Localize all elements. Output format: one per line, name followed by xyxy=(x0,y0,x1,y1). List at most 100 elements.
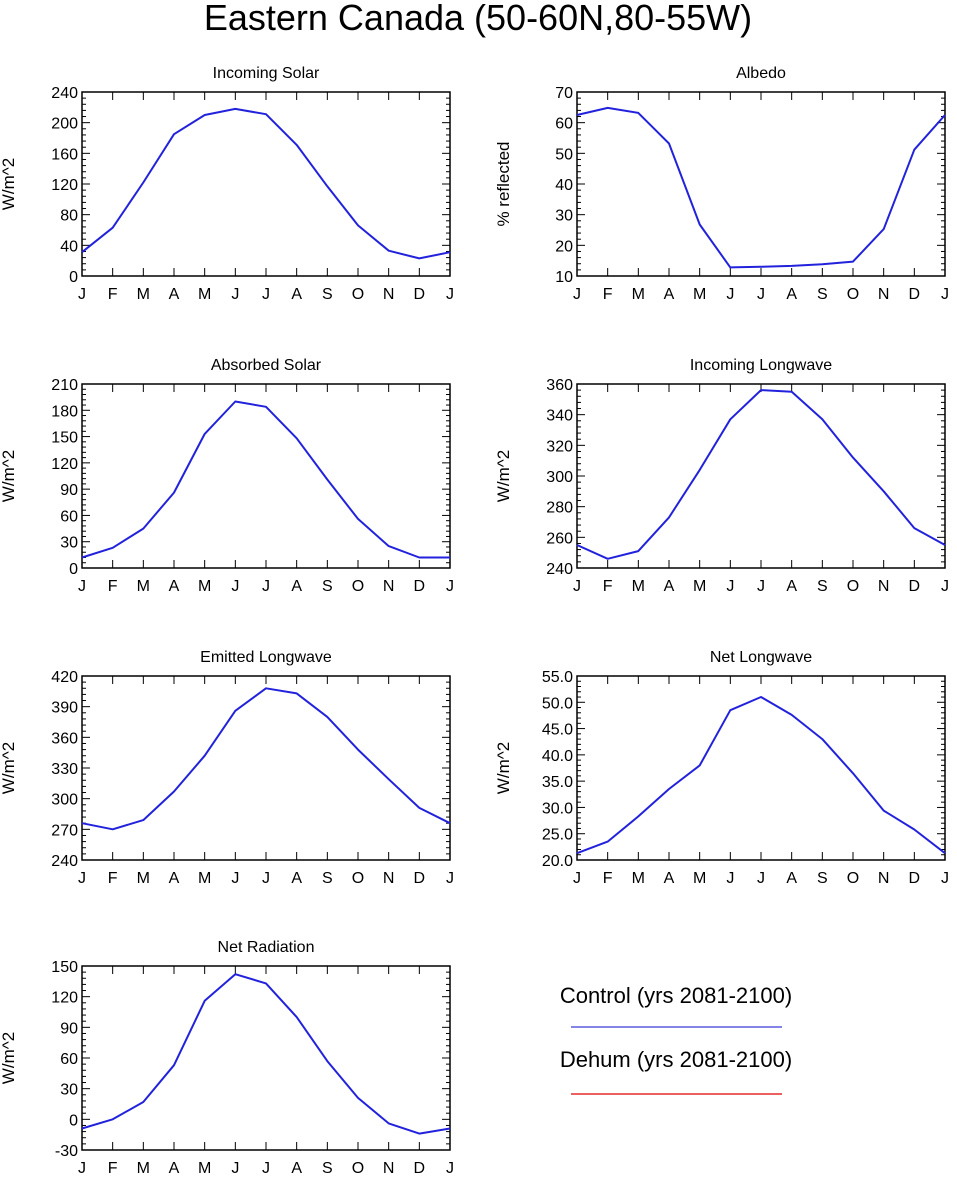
x-tick-label: M xyxy=(198,578,211,595)
x-tick-label: M xyxy=(693,870,706,887)
y-axis-label: W/m^2 xyxy=(0,158,18,210)
legend-label-control: Control (yrs 2081-2100) xyxy=(560,983,792,1008)
y-tick-label: 420 xyxy=(51,669,78,686)
x-tick-label: N xyxy=(383,870,395,887)
x-tick-label: M xyxy=(137,578,150,595)
x-tick-label: O xyxy=(352,286,364,303)
x-tick-label: N xyxy=(878,870,890,887)
x-tick-label: J xyxy=(573,870,581,887)
x-tick-label: A xyxy=(169,286,180,303)
y-tick-label: 360 xyxy=(51,730,78,747)
y-tick-label: 30 xyxy=(555,208,573,225)
y-tick-label: 390 xyxy=(51,700,78,717)
y-tick-label: 10 xyxy=(555,269,573,286)
x-tick-label: M xyxy=(137,870,150,887)
panel-title: Net Radiation xyxy=(218,939,315,956)
x-tick-label: M xyxy=(137,1160,150,1177)
y-tick-label: 330 xyxy=(51,761,78,778)
y-tick-label: 240 xyxy=(51,853,78,870)
x-tick-label: D xyxy=(414,1160,426,1177)
x-tick-label: J xyxy=(757,286,765,303)
panel-title: Incoming Solar xyxy=(213,65,320,82)
y-axis-label: % reflected xyxy=(494,141,513,226)
y-tick-label: 300 xyxy=(546,469,573,486)
y-tick-label: 25.0 xyxy=(542,827,573,844)
x-tick-label: F xyxy=(603,286,613,303)
x-tick-label: J xyxy=(262,870,270,887)
x-tick-label: A xyxy=(291,286,302,303)
x-tick-label: M xyxy=(198,870,211,887)
y-axis-label: W/m^2 xyxy=(0,450,18,502)
y-tick-label: 320 xyxy=(546,438,573,455)
y-tick-label: 40 xyxy=(555,177,573,194)
x-tick-label: N xyxy=(383,286,395,303)
x-tick-label: J xyxy=(446,286,454,303)
y-axis-label: W/m^2 xyxy=(494,450,513,502)
figure-title: Eastern Canada (50-60N,80-55W) xyxy=(204,0,752,38)
x-tick-label: S xyxy=(322,870,333,887)
y-tick-label: 20.0 xyxy=(542,853,573,870)
y-tick-label: 60 xyxy=(60,508,78,525)
series-line xyxy=(81,973,451,1135)
x-tick-label: D xyxy=(414,286,426,303)
x-tick-label: A xyxy=(291,1160,302,1177)
x-tick-label: J xyxy=(78,286,86,303)
panel-title: Net Longwave xyxy=(710,649,812,666)
x-tick-label: J xyxy=(262,578,270,595)
x-tick-label: M xyxy=(693,578,706,595)
x-tick-label: A xyxy=(169,1160,180,1177)
plot-frame xyxy=(576,675,946,861)
x-tick-label: D xyxy=(909,870,921,887)
x-tick-label: S xyxy=(322,1160,333,1177)
x-tick-label: M xyxy=(137,286,150,303)
x-tick-label: F xyxy=(603,578,613,595)
y-tick-label: 150 xyxy=(51,430,78,447)
x-tick-label: J xyxy=(78,578,86,595)
y-tick-label: 40 xyxy=(60,238,78,255)
y-tick-label: 40.0 xyxy=(542,748,573,765)
y-tick-label: 300 xyxy=(51,792,78,809)
x-tick-label: J xyxy=(573,286,581,303)
x-tick-label: J xyxy=(726,870,734,887)
y-axis-label: W/m^2 xyxy=(0,1032,18,1084)
series-line xyxy=(576,106,946,269)
series-line xyxy=(576,389,946,560)
x-tick-label: A xyxy=(169,870,180,887)
x-tick-label: J xyxy=(941,578,949,595)
y-tick-label: 0 xyxy=(69,269,78,286)
x-tick-label: J xyxy=(726,286,734,303)
x-tick-label: A xyxy=(664,870,675,887)
y-tick-label: 90 xyxy=(60,482,78,499)
series-line xyxy=(576,696,946,855)
y-tick-label: 120 xyxy=(51,456,78,473)
x-tick-label: D xyxy=(909,578,921,595)
x-tick-label: S xyxy=(817,286,828,303)
y-tick-label: 30 xyxy=(60,535,78,552)
y-tick-label: 260 xyxy=(546,530,573,547)
plot-frame xyxy=(81,675,451,861)
chart-panel: Albedo 10 20 30 40 50 60 70 J F M A M J J A S O N D J % refle… xyxy=(494,65,949,303)
x-tick-label: A xyxy=(786,870,797,887)
legend-label-dehum: Dehum (yrs 2081-2100) xyxy=(560,1047,792,1072)
x-tick-label: S xyxy=(817,578,828,595)
legend: Control (yrs 2081-2100) Dehum (yrs 2081-… xyxy=(560,983,792,1095)
x-tick-label: J xyxy=(726,578,734,595)
x-tick-label: A xyxy=(786,286,797,303)
plot-frame xyxy=(576,383,946,569)
x-tick-label: J xyxy=(78,870,86,887)
y-tick-label: 50.0 xyxy=(542,695,573,712)
y-tick-label: 80 xyxy=(60,208,78,225)
x-tick-label: J xyxy=(262,1160,270,1177)
chart-panel: Absorbed Solar 0 30 60 90 120 150 180 210 J F M A M J J… xyxy=(0,357,454,595)
panel-title: Absorbed Solar xyxy=(211,357,322,374)
y-tick-label: 160 xyxy=(51,146,78,163)
y-tick-label: 0 xyxy=(69,561,78,578)
panel-title: Incoming Longwave xyxy=(690,357,832,374)
x-tick-label: F xyxy=(108,870,118,887)
x-tick-label: A xyxy=(786,578,797,595)
x-tick-label: O xyxy=(847,870,859,887)
panel-title: Albedo xyxy=(736,65,786,82)
x-tick-label: A xyxy=(169,578,180,595)
chart-panel: Net Longwave 20.0 25.0 30.0 35.0 40.0 45.0 50.0… xyxy=(494,649,949,887)
